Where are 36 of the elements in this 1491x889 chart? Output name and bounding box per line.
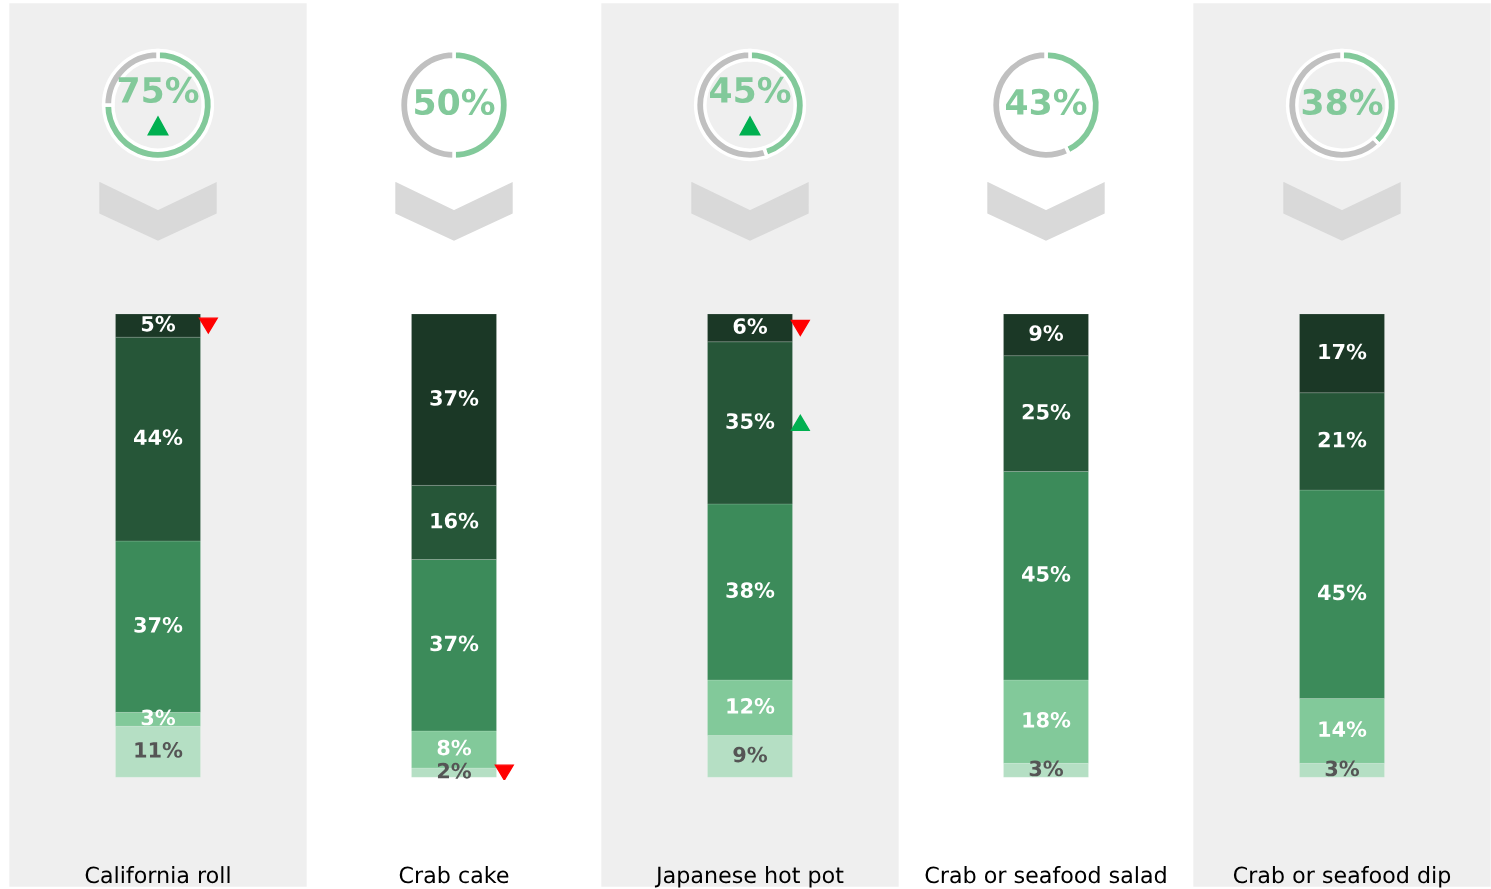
data-label: 2%	[437, 762, 472, 779]
data-label: 25%	[1022, 403, 1071, 420]
data-label: 35%	[726, 413, 775, 429]
data-label: 14%	[1319, 721, 1367, 737]
data-label: 16%	[431, 512, 479, 529]
data-label: 6%	[733, 318, 768, 334]
data-label: 75%	[118, 76, 199, 104]
data-label: 38%	[726, 582, 775, 598]
data-label: 44%	[134, 429, 183, 446]
x-tick-label: California roll	[85, 866, 230, 884]
data-label: 45%	[1318, 584, 1367, 601]
data-label: 12%	[727, 698, 775, 714]
x-tick-label: Crab cake	[399, 866, 509, 884]
data-label: 8%	[437, 739, 472, 756]
data-label: 11%	[135, 742, 183, 758]
data-label: 37%	[134, 616, 183, 633]
data-label: 5%	[141, 315, 176, 332]
x-tick-label: Crab or seafood salad	[925, 866, 1166, 884]
data-label: 3%	[1029, 760, 1064, 777]
data-label: 3%	[1325, 760, 1360, 777]
donut-slice	[101, 48, 215, 162]
x-tick-label: Japanese hot pot	[654, 866, 844, 888]
data-label: 45%	[1022, 566, 1071, 582]
data-label: 37%	[430, 635, 479, 652]
data-label: 9%	[1029, 325, 1064, 341]
data-label: 43%	[1006, 88, 1087, 116]
data-label: 18%	[1023, 711, 1071, 728]
data-label: 37%	[430, 389, 479, 406]
data-label: 38%	[1302, 88, 1383, 116]
data-label: 17%	[1319, 343, 1367, 360]
data-label: 50%	[415, 88, 495, 116]
data-label: 45%	[710, 76, 791, 104]
data-label: 9%	[733, 746, 768, 763]
data-label: 3%	[141, 709, 176, 726]
data-label: 21%	[1318, 431, 1367, 448]
x-tick-label: Crab or seafood dip	[1233, 866, 1451, 888]
